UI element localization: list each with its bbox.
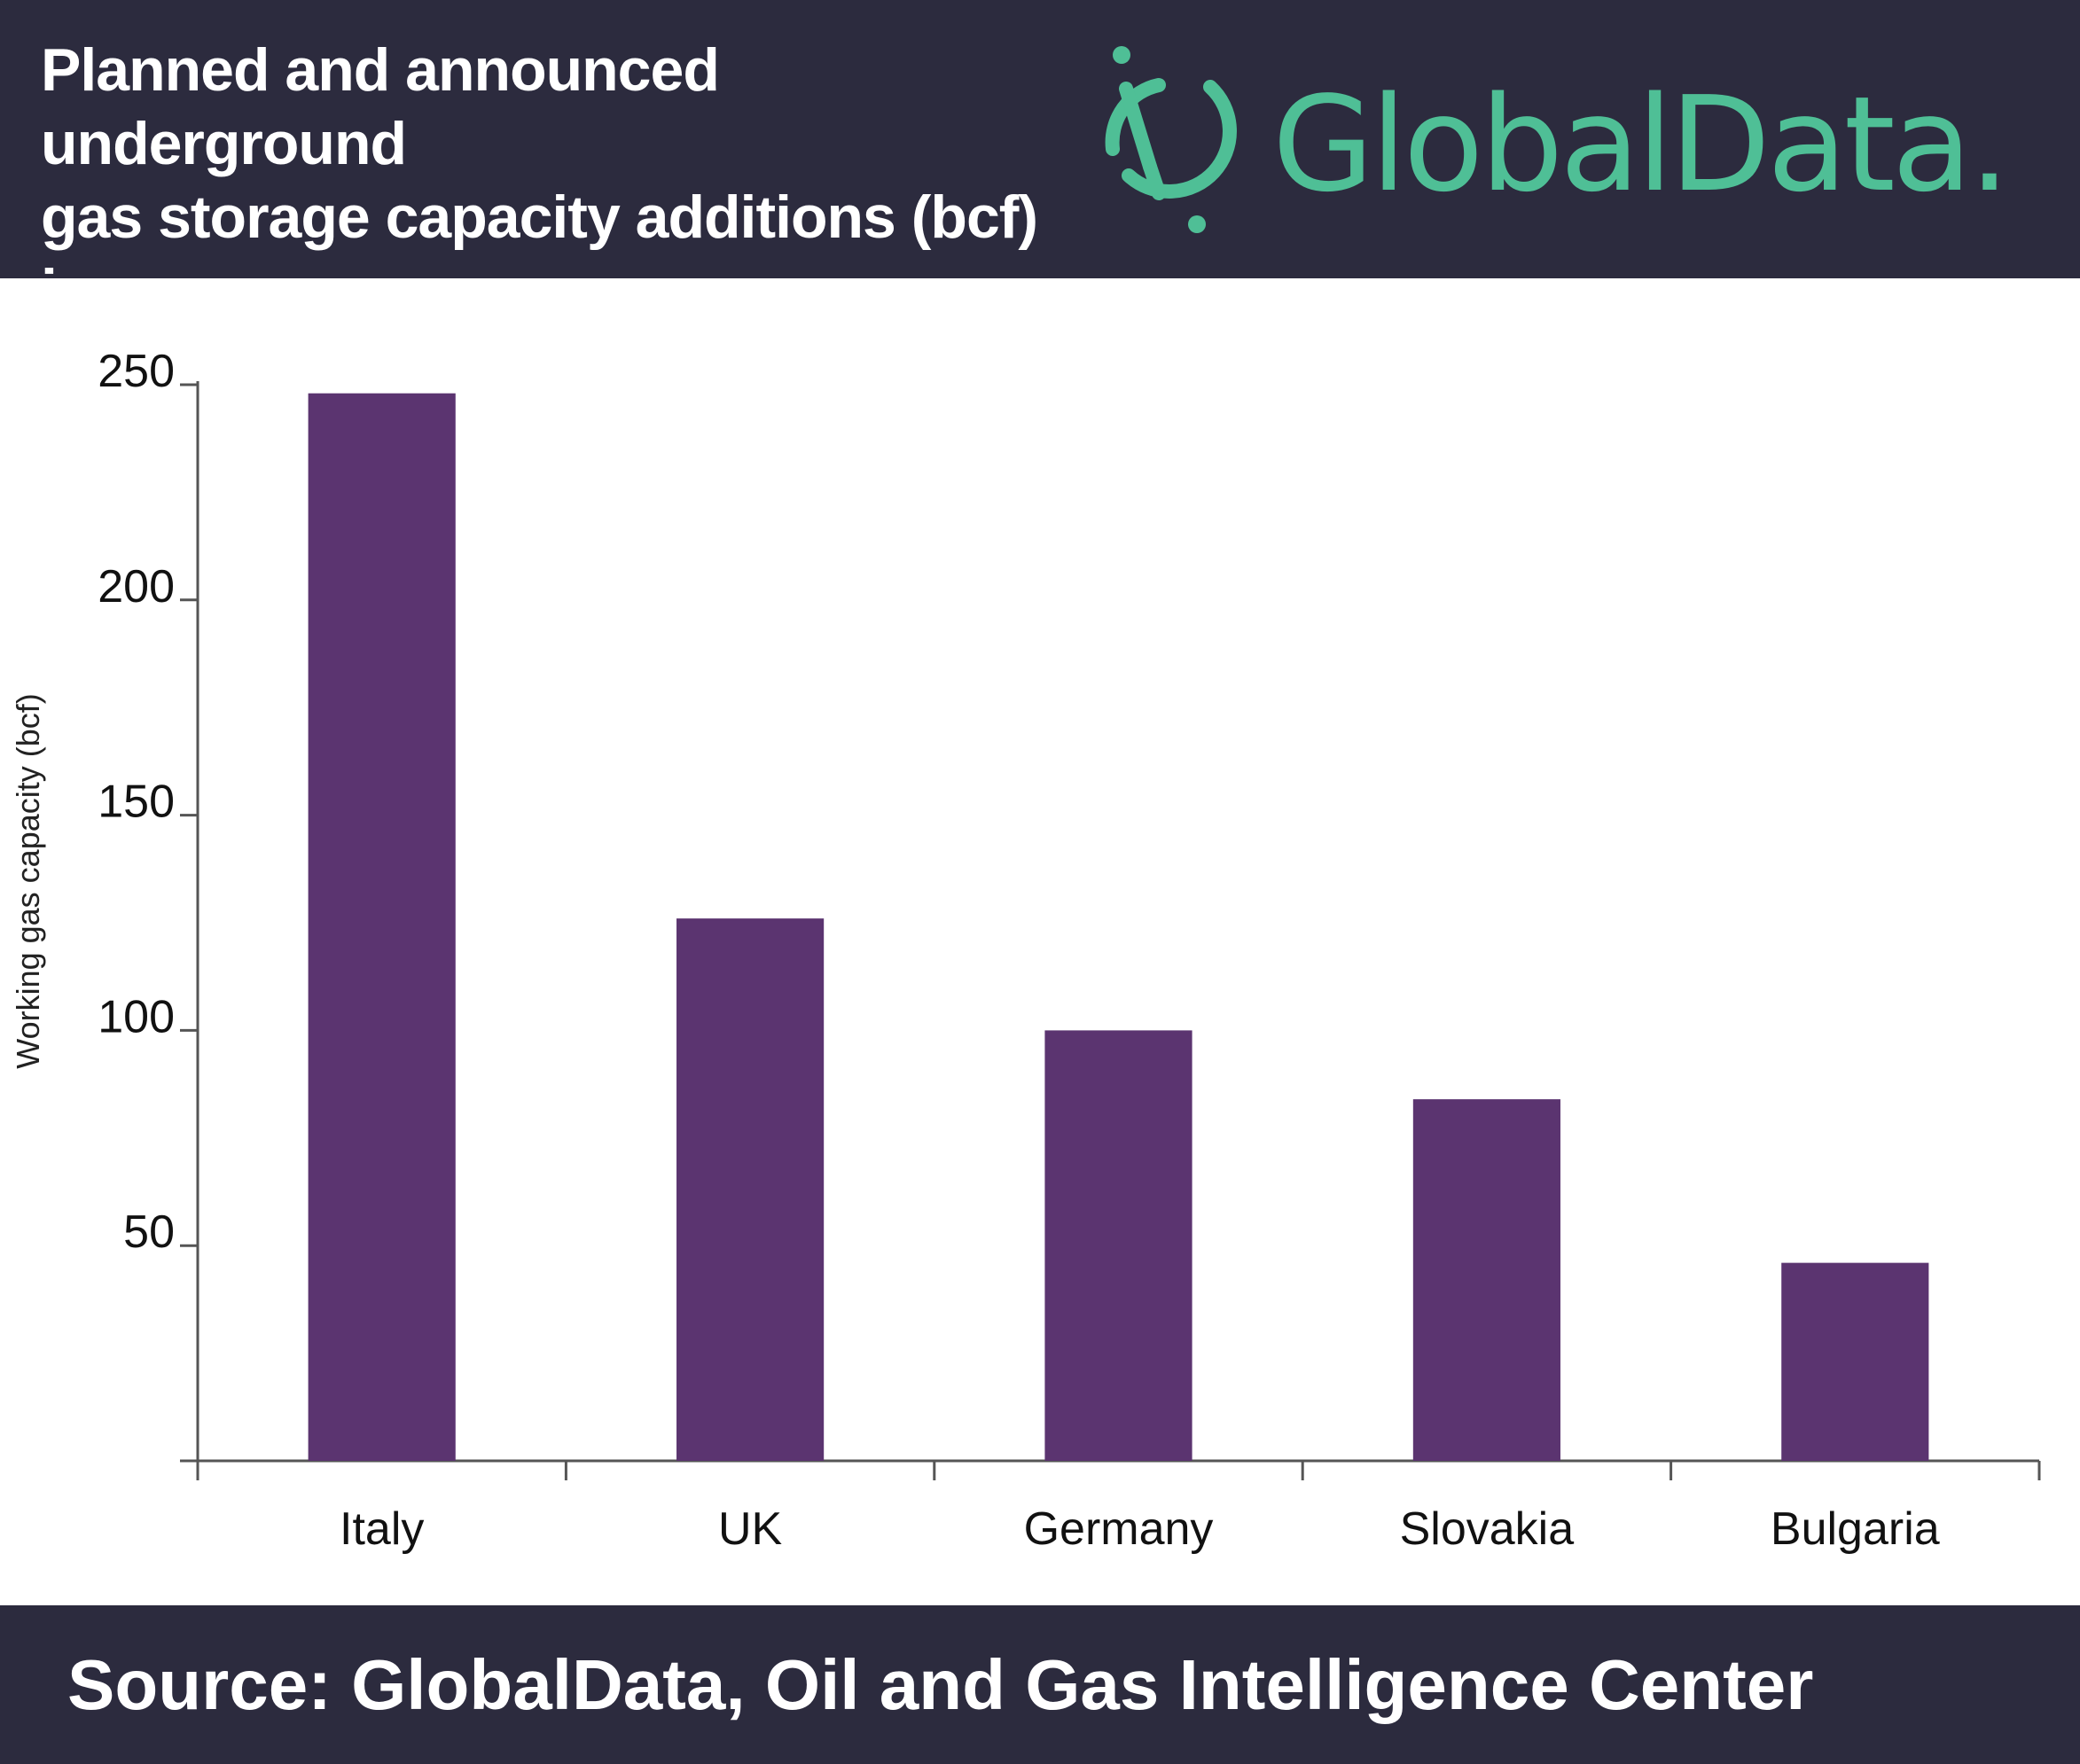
bar-slovakia bbox=[1412, 1099, 1560, 1461]
x-tick-label: UK bbox=[718, 1503, 783, 1555]
globaldata-logo: GlobalData. bbox=[1077, 43, 2061, 246]
bar-bulgaria bbox=[1781, 1262, 1929, 1461]
header-banner: Planned and announced underground gas st… bbox=[0, 0, 2080, 398]
globaldata-logo-icon bbox=[1105, 46, 1237, 233]
y-tick-label: 250 bbox=[98, 346, 175, 397]
y-tick-label: 50 bbox=[123, 1206, 175, 1258]
bars bbox=[308, 393, 1929, 1461]
x-axis: Italy UK Germany Slovakia Bulgaria bbox=[180, 1459, 2041, 1555]
chart-title-line-3: Europe, 2019-2023 bbox=[41, 331, 556, 398]
x-tick-label: Bulgaria bbox=[1771, 1503, 1940, 1555]
y-axis-label: Working gas capacity (bcf) bbox=[10, 693, 46, 1069]
y-tick-label: 100 bbox=[98, 991, 175, 1042]
bar-italy bbox=[308, 393, 456, 1461]
chart-title-line-2: gas storage capacity additions (bcf) in bbox=[41, 183, 1038, 324]
chart-title: Planned and announced underground gas st… bbox=[41, 34, 1069, 402]
chart-title-line-1: Planned and announced underground bbox=[41, 36, 720, 177]
source-note: Source: GlobalData, Oil and Gas Intellig… bbox=[67, 1645, 1814, 1724]
bar-uk bbox=[676, 918, 825, 1461]
x-tick-label: Slovakia bbox=[1400, 1503, 1575, 1555]
bar-chart: 50 100 150 200 250 Italy UK Germany Slovakia Bul… bbox=[10, 346, 2041, 1555]
x-tick-label: Italy bbox=[340, 1503, 424, 1555]
bar-germany bbox=[1044, 1030, 1192, 1461]
footer-banner: Source: GlobalData, Oil and Gas Intellig… bbox=[0, 1605, 2080, 1764]
y-axis: 50 100 150 200 250 bbox=[98, 346, 199, 1461]
y-tick-label: 200 bbox=[98, 561, 175, 613]
y-tick-label: 150 bbox=[98, 777, 175, 828]
x-tick-label: Germany bbox=[1024, 1503, 1214, 1555]
globaldata-logo-text: GlobalData. bbox=[1272, 68, 2011, 221]
